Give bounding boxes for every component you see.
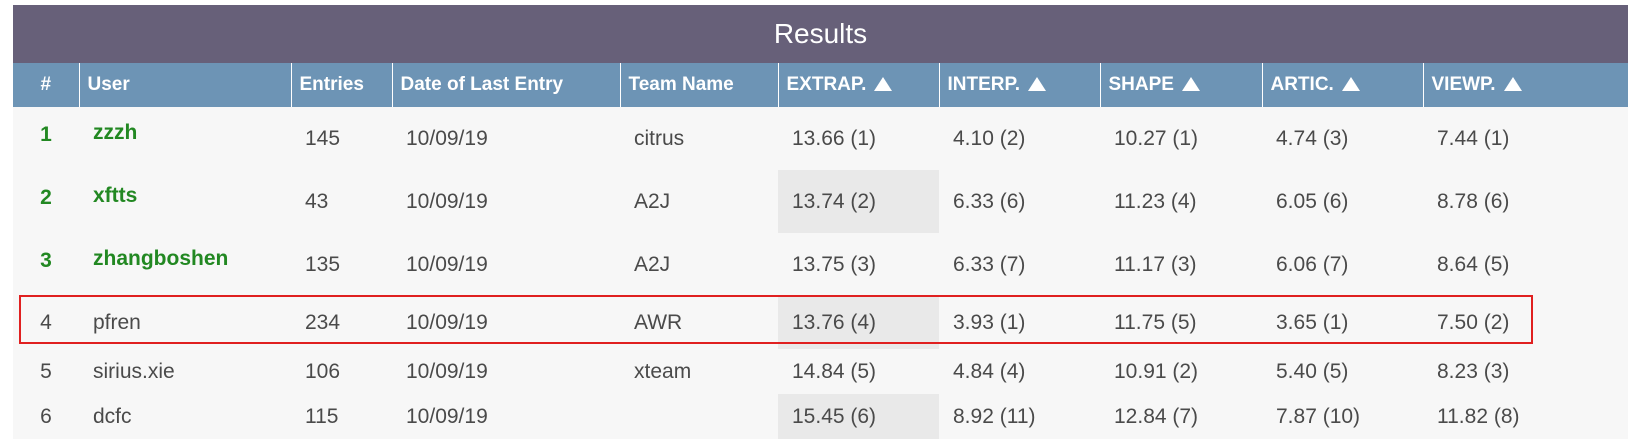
artic-cell: 6.06 (7) [1276,253,1349,276]
col-header-interp[interactable]: INTERP. [939,63,1101,107]
col-header-date: Date of Last Entry [392,63,621,107]
shape-cell: 11.75 (5) [1114,310,1197,334]
sort-asc-icon[interactable] [1028,77,1047,91]
results-title: Results [13,5,1628,63]
team-cell [620,394,778,439]
viewp-cell: 7.44 (1) [1437,127,1510,150]
viewp-cell: 7.50 (2) [1437,310,1510,334]
table-row: 3 zhangboshen 135 10/09/19 A2J 13.75 (3)… [13,233,1628,296]
sort-asc-icon[interactable] [1181,77,1200,91]
extrap-cell: 15.45 (6) [778,394,939,439]
rank-cell: 6 [40,404,52,428]
date-cell: 10/09/19 [406,190,488,213]
table-header-row: # User Entries Date of Last Entry Team N… [13,63,1628,107]
entries-cell: 135 [305,253,341,276]
col-header-rank: # [13,63,80,107]
shape-cell: 12.84 (7) [1114,404,1199,428]
table-row: 6 dcfc 115 10/09/19 15.45 (6) 8.92 (11) … [13,394,1628,439]
viewp-cell: 8.64 (5) [1437,253,1510,276]
rank-cell: 1 [40,123,52,146]
viewp-cell: 11.82 (8) [1437,404,1520,428]
shape-cell: 11.17 (3) [1114,253,1197,276]
date-cell: 10/09/19 [406,404,488,428]
user-cell: sirius.xie [93,359,175,383]
extrap-cell: 14.84 (5) [792,359,877,383]
col-header-viewp[interactable]: VIEWP. [1423,63,1628,107]
col-header-artic[interactable]: ARTIC. [1262,63,1424,107]
extrap-cell: 13.75 (3) [792,253,877,276]
table-row: 5 sirius.xie 106 10/09/19 xteam 14.84 (5… [13,349,1628,394]
rank-cell: 5 [40,359,52,383]
interp-cell: 8.92 (11) [953,404,1036,428]
date-cell: 10/09/19 [406,359,488,383]
user-cell: pfren [93,310,141,334]
sort-asc-icon[interactable] [1341,77,1360,91]
extrap-cell: 13.66 (1) [792,127,877,150]
user-cell: zhangboshen [93,247,229,270]
interp-cell: 3.93 (1) [953,310,1026,334]
artic-cell: 7.87 (10) [1276,404,1361,428]
interp-cell: 6.33 (7) [953,253,1026,276]
user-cell: dcfc [93,404,132,428]
sort-asc-icon[interactable] [874,77,893,91]
shape-cell: 11.23 (4) [1114,190,1197,213]
entries-cell: 43 [305,190,329,213]
extrap-cell: 13.76 (4) [778,296,939,349]
shape-cell: 10.27 (1) [1114,127,1199,150]
team-cell: A2J [634,190,671,213]
artic-cell: 5.40 (5) [1276,359,1349,383]
shape-cell: 10.91 (2) [1114,359,1199,383]
user-cell: xftts [93,184,138,207]
results-table: # User Entries Date of Last Entry Team N… [13,63,1628,439]
interp-cell: 4.84 (4) [953,359,1026,383]
col-header-user: User [79,63,292,107]
viewp-cell: 8.78 (6) [1437,190,1510,213]
team-cell: citrus [634,127,685,150]
entries-cell: 234 [305,310,341,334]
artic-cell: 4.74 (3) [1276,127,1349,150]
team-cell: AWR [634,310,683,334]
entries-cell: 145 [305,127,341,150]
team-cell: xteam [634,359,692,383]
extrap-cell: 13.74 (2) [778,170,939,233]
rank-cell: 3 [40,249,52,272]
artic-cell: 6.05 (6) [1276,190,1349,213]
team-cell: A2J [634,253,671,276]
viewp-cell: 8.23 (3) [1437,359,1510,383]
user-cell: zzzh [93,121,138,144]
table-row: 1 zzzh 145 10/09/19 citrus 13.66 (1) 4.1… [13,107,1628,170]
col-header-team: Team Name [620,63,779,107]
table-row: 2 xftts 43 10/09/19 A2J 13.74 (2) 6.33 (… [13,170,1628,233]
col-header-shape[interactable]: SHAPE [1100,63,1263,107]
col-header-extrap[interactable]: EXTRAP. [778,63,940,107]
sort-asc-icon[interactable] [1503,77,1522,91]
interp-cell: 6.33 (6) [953,190,1026,213]
date-cell: 10/09/19 [406,127,488,150]
artic-cell: 3.65 (1) [1276,310,1349,334]
table-row-highlighted: 4 pfren 234 10/09/19 AWR 13.76 (4) 3.93 … [13,296,1628,349]
interp-cell: 4.10 (2) [953,127,1026,150]
rank-cell: 2 [40,186,52,209]
col-header-entries: Entries [291,63,393,107]
entries-cell: 106 [305,359,341,383]
entries-cell: 115 [305,404,339,428]
date-cell: 10/09/19 [406,310,488,334]
results-panel: Results # User Entries Date of Last Entr… [13,5,1628,439]
rank-cell: 4 [40,310,52,334]
date-cell: 10/09/19 [406,253,488,276]
